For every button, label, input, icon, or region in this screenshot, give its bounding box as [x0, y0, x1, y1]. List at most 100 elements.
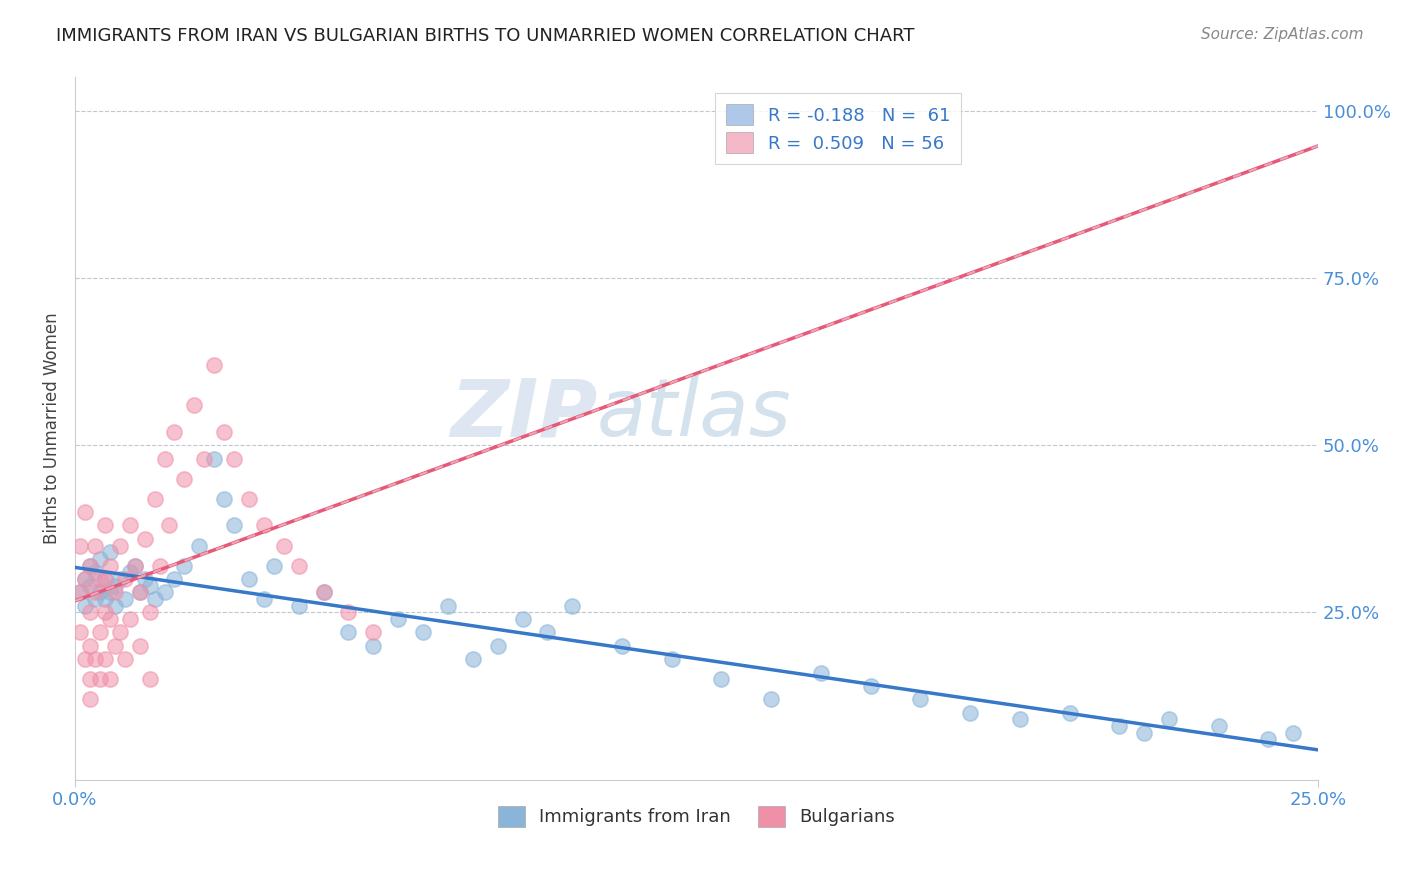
Point [253, 592, 276, 607]
Point [412, 625, 434, 640]
Point [253, 518, 276, 533]
Point [124, 558, 146, 573]
Point [94, 572, 117, 586]
Point [98, 545, 121, 559]
Point [83, 539, 105, 553]
Point [263, 558, 285, 573]
Point [312, 585, 335, 599]
Point [69, 585, 91, 599]
Point [610, 639, 633, 653]
Point [98, 558, 121, 573]
Point [159, 518, 181, 533]
Point [486, 639, 509, 653]
Point [202, 358, 225, 372]
Point [143, 592, 166, 607]
Point [128, 639, 150, 653]
Point [173, 472, 195, 486]
Point [89, 585, 111, 599]
Point [94, 606, 117, 620]
Point [238, 491, 260, 506]
Y-axis label: Births to Unmarried Women: Births to Unmarried Women [44, 313, 60, 544]
Point [1008, 713, 1031, 727]
Point [173, 558, 195, 573]
Point [134, 572, 156, 586]
Point [89, 673, 111, 687]
Point [98, 612, 121, 626]
Point [104, 585, 127, 599]
Point [83, 566, 105, 580]
Point [128, 585, 150, 599]
Point [1133, 726, 1156, 740]
Point [437, 599, 460, 613]
Point [153, 451, 176, 466]
Point [108, 625, 131, 640]
Text: Source: ZipAtlas.com: Source: ZipAtlas.com [1201, 27, 1364, 42]
Point [98, 585, 121, 599]
Point [69, 625, 91, 640]
Point [79, 692, 101, 706]
Point [79, 639, 101, 653]
Point [536, 625, 558, 640]
Point [138, 673, 160, 687]
Point [859, 679, 882, 693]
Point [212, 491, 235, 506]
Point [387, 612, 409, 626]
Point [83, 585, 105, 599]
Point [94, 652, 117, 666]
Point [202, 451, 225, 466]
Point [561, 599, 583, 613]
Point [89, 552, 111, 566]
Point [83, 592, 105, 607]
Point [143, 491, 166, 506]
Point [1157, 713, 1180, 727]
Point [238, 572, 260, 586]
Point [94, 592, 117, 607]
Point [79, 606, 101, 620]
Point [104, 579, 127, 593]
Point [363, 625, 385, 640]
Text: ZIP: ZIP [450, 376, 598, 453]
Point [710, 673, 733, 687]
Point [114, 592, 136, 607]
Point [810, 665, 832, 680]
Text: IMMIGRANTS FROM IRAN VS BULGARIAN BIRTHS TO UNMARRIED WOMEN CORRELATION CHART: IMMIGRANTS FROM IRAN VS BULGARIAN BIRTHS… [56, 27, 915, 45]
Point [138, 579, 160, 593]
Point [287, 558, 309, 573]
Point [138, 606, 160, 620]
Point [94, 572, 117, 586]
Text: atlas: atlas [598, 376, 792, 453]
Point [104, 639, 127, 653]
Legend: Immigrants from Iran, Bulgarians: Immigrants from Iran, Bulgarians [491, 798, 903, 834]
Point [83, 652, 105, 666]
Point [114, 572, 136, 586]
Point [337, 625, 360, 640]
Point [89, 572, 111, 586]
Point [118, 566, 141, 580]
Point [1257, 732, 1279, 747]
Point [69, 539, 91, 553]
Point [79, 579, 101, 593]
Point [1108, 719, 1130, 733]
Point [193, 451, 215, 466]
Point [1282, 726, 1305, 740]
Point [759, 692, 782, 706]
Point [287, 599, 309, 613]
Point [512, 612, 534, 626]
Point [312, 585, 335, 599]
Point [959, 706, 981, 720]
Point [108, 539, 131, 553]
Point [73, 572, 96, 586]
Point [89, 625, 111, 640]
Point [73, 652, 96, 666]
Point [79, 558, 101, 573]
Point [73, 505, 96, 519]
Point [337, 606, 360, 620]
Point [1208, 719, 1230, 733]
Point [212, 425, 235, 439]
Point [148, 558, 170, 573]
Point [79, 673, 101, 687]
Point [363, 639, 385, 653]
Point [79, 558, 101, 573]
Point [183, 398, 205, 412]
Point [188, 539, 211, 553]
